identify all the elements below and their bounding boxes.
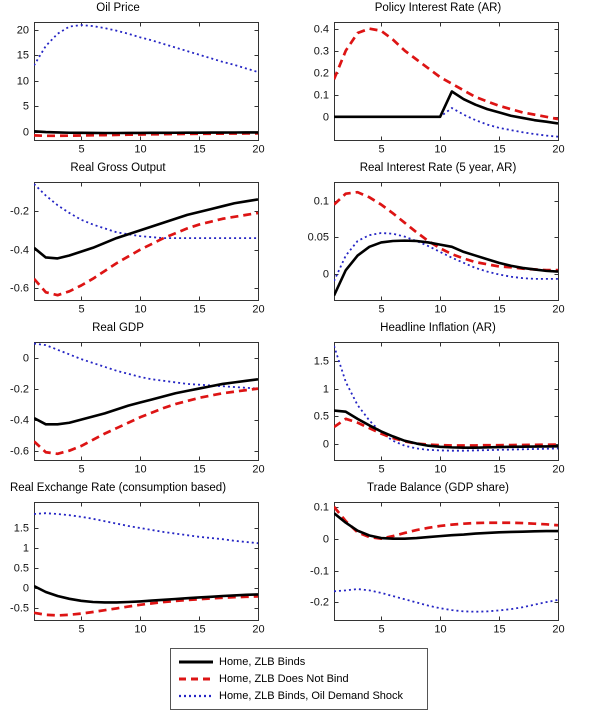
chart-real-gdp: Real GDP (0, 320, 300, 480)
subplot-grid: Oil Price Policy Interest Rate (AR) Real… (0, 0, 600, 640)
chart-canvas-policy-interest-rate (300, 0, 600, 160)
legend-box: Home, ZLB Binds Home, ZLB Does Not Bind … (170, 648, 428, 710)
chart-oil-price: Oil Price (0, 0, 300, 160)
chart-policy-interest-rate: Policy Interest Rate (AR) (300, 0, 600, 160)
chart-canvas-real-gdp (0, 320, 300, 480)
chart-canvas-real-exchange-rate (0, 480, 300, 640)
legend-line-solid-black (178, 655, 214, 668)
legend-line-dotted-blue (178, 689, 214, 702)
chart-real-gross-output: Real Gross Output (0, 160, 300, 320)
chart-canvas-headline-inflation (300, 320, 600, 480)
chart-real-interest-rate: Real Interest Rate (5 year, AR) (300, 160, 600, 320)
chart-real-exchange-rate: Real Exchange Rate (consumption based) (0, 480, 300, 640)
chart-canvas-real-gross-output (0, 160, 300, 320)
legend-item-oil-demand-shock: Home, ZLB Binds, Oil Demand Shock (178, 687, 421, 704)
legend-label: Home, ZLB Binds (219, 655, 306, 668)
legend-label: Home, ZLB Binds, Oil Demand Shock (219, 689, 404, 702)
legend-item-zlb-does-not-bind: Home, ZLB Does Not Bind (178, 670, 421, 687)
chart-canvas-trade-balance (300, 480, 600, 640)
chart-canvas-oil-price (0, 0, 300, 160)
chart-canvas-real-interest-rate (300, 160, 600, 320)
chart-headline-inflation: Headline Inflation (AR) (300, 320, 600, 480)
chart-trade-balance: Trade Balance (GDP share) (300, 480, 600, 640)
legend-line-dashed-red (178, 672, 214, 685)
legend-label: Home, ZLB Does Not Bind (219, 672, 349, 685)
legend-item-zlb-binds: Home, ZLB Binds (178, 653, 421, 670)
